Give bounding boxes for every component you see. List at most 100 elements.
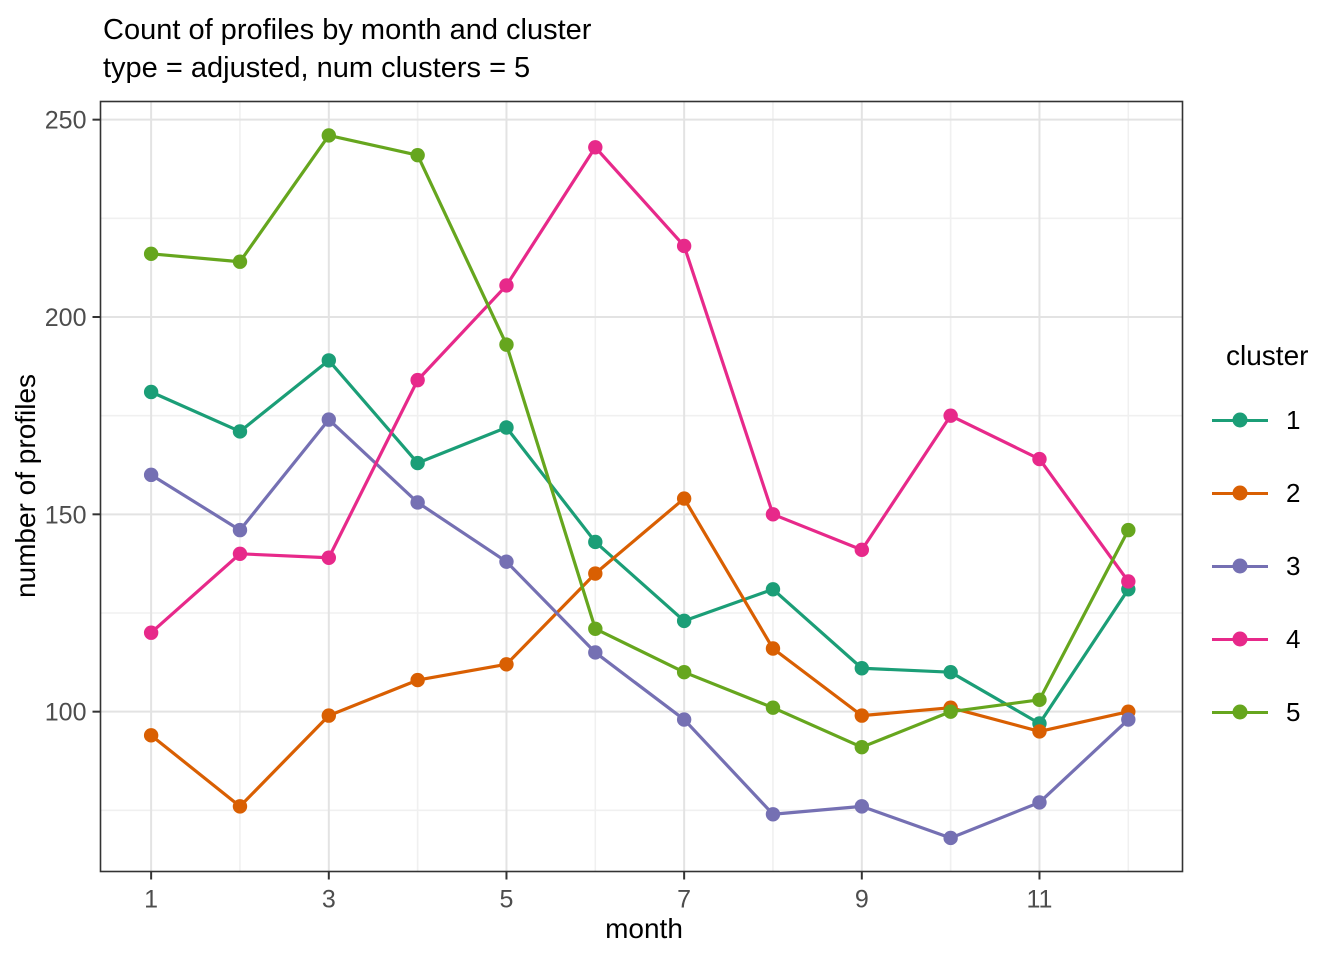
data-point-cluster1-month2 [232, 424, 248, 439]
legend-key-icon [1212, 558, 1268, 574]
data-point-cluster2-month4 [410, 672, 425, 688]
data-point-cluster4-month5 [499, 278, 514, 293]
chart-subtitle: type = adjusted, num clusters = 5 [103, 52, 531, 84]
data-point-cluster3-month8 [765, 807, 781, 822]
data-point-cluster3-month12 [1121, 712, 1136, 727]
legend-key-icon [1212, 704, 1268, 720]
data-point-cluster2-month9 [854, 708, 870, 723]
data-point-cluster5-month5 [499, 337, 514, 352]
data-point-cluster5-month4 [410, 147, 425, 163]
legend-label: 3 [1286, 550, 1301, 581]
panel-border [99, 100, 1184, 873]
data-point-cluster1-month7 [676, 613, 692, 629]
legend-key-icon [1212, 485, 1268, 501]
x-tick-label: 3 [322, 886, 336, 914]
data-point-cluster2-month6 [588, 566, 603, 581]
data-point-cluster2-month5 [499, 657, 514, 672]
data-point-cluster3-month11 [1032, 795, 1047, 810]
legend-label: 5 [1286, 696, 1301, 727]
legend-key-dot [1232, 558, 1248, 574]
x-axis-title: month [605, 913, 683, 944]
x-tick-label: 1 [144, 886, 158, 914]
series-line-5 [150, 133, 1130, 749]
data-point-cluster2-month8 [765, 641, 781, 656]
x-tick-label: 11 [1027, 886, 1053, 914]
data-point-cluster4-month8 [765, 507, 781, 522]
data-point-cluster3-month2 [232, 522, 248, 538]
y-tick-label: 150 [45, 501, 87, 529]
data-point-cluster5-month3 [321, 128, 337, 143]
data-point-cluster3-month6 [588, 645, 603, 660]
data-point-cluster4-month2 [232, 546, 248, 561]
data-point-cluster5-month7 [676, 664, 692, 680]
legend-key-dot [1232, 412, 1248, 428]
data-point-cluster5-month6 [588, 621, 603, 636]
legend-key-icon [1212, 631, 1268, 647]
data-point-cluster4-month9 [854, 542, 870, 558]
data-point-cluster3-month10 [943, 830, 958, 846]
legend-title: cluster [1226, 340, 1309, 371]
series-line-1 [150, 358, 1130, 726]
data-point-cluster4-month6 [588, 140, 603, 155]
data-point-cluster4-month7 [676, 238, 692, 254]
panel-background [100, 101, 1183, 872]
legend: cluster 1 2 3 4 5 [1212, 340, 1342, 769]
series-line-4 [150, 145, 1130, 634]
data-point-cluster2-month2 [232, 799, 248, 814]
data-point-cluster5-month10 [943, 704, 958, 719]
legend-item-cluster-3: 3 [1212, 550, 1342, 582]
data-point-cluster1-month9 [854, 661, 870, 676]
data-point-cluster5-month12 [1121, 522, 1136, 538]
x-tick-label: 9 [855, 886, 869, 914]
data-point-cluster2-month1 [143, 728, 159, 743]
data-point-cluster1-month10 [943, 664, 958, 680]
data-point-cluster4-month1 [143, 625, 159, 640]
data-point-cluster1-month1 [143, 384, 159, 400]
data-point-cluster5-month8 [765, 700, 781, 715]
legend-key-dot [1232, 704, 1248, 720]
legend-key-icon [1212, 412, 1268, 428]
data-point-cluster5-month1 [143, 246, 159, 262]
legend-items: 1 2 3 4 5 [1212, 404, 1342, 728]
data-point-cluster5-month9 [854, 739, 870, 755]
data-point-cluster5-month2 [232, 254, 248, 269]
data-point-cluster3-month1 [143, 467, 159, 483]
data-point-cluster1-month4 [410, 455, 425, 471]
data-point-cluster3-month9 [854, 799, 870, 814]
y-tick-label: 200 [45, 304, 87, 332]
data-point-cluster3-month7 [676, 712, 692, 727]
legend-key-dot [1232, 631, 1248, 647]
data-point-cluster4-month12 [1121, 574, 1136, 589]
chart-title: Count of profiles by month and cluster [103, 14, 592, 46]
y-axis-title: number of profiles [10, 373, 41, 599]
legend-item-cluster-5: 5 [1212, 696, 1342, 728]
data-point-cluster4-month3 [321, 550, 337, 565]
data-point-cluster5-month11 [1032, 692, 1047, 708]
data-point-cluster4-month4 [410, 372, 425, 388]
data-point-cluster1-month5 [499, 420, 514, 435]
data-point-cluster4-month11 [1032, 451, 1047, 467]
data-point-cluster2-month11 [1032, 724, 1047, 739]
series-line-3 [150, 418, 1130, 840]
y-tick-label: 250 [45, 107, 87, 135]
x-tick-label: 5 [500, 886, 514, 914]
legend-item-cluster-2: 2 [1212, 477, 1342, 509]
legend-item-cluster-1: 1 [1212, 404, 1342, 436]
legend-key-dot [1232, 485, 1248, 501]
data-point-cluster4-month10 [943, 408, 958, 423]
legend-item-cluster-4: 4 [1212, 623, 1342, 655]
data-point-cluster3-month4 [410, 495, 425, 510]
legend-label: 1 [1286, 404, 1301, 435]
x-tick-label: 7 [677, 886, 691, 914]
data-point-cluster1-month8 [765, 582, 781, 597]
legend-label: 4 [1286, 623, 1301, 654]
series-line-2 [150, 496, 1129, 808]
legend-label: 2 [1286, 477, 1301, 508]
data-point-cluster1-month3 [321, 353, 337, 368]
data-point-cluster2-month3 [321, 708, 337, 723]
data-point-cluster3-month5 [499, 554, 514, 569]
y-tick-label: 100 [45, 699, 87, 727]
data-point-cluster1-month6 [588, 534, 603, 550]
